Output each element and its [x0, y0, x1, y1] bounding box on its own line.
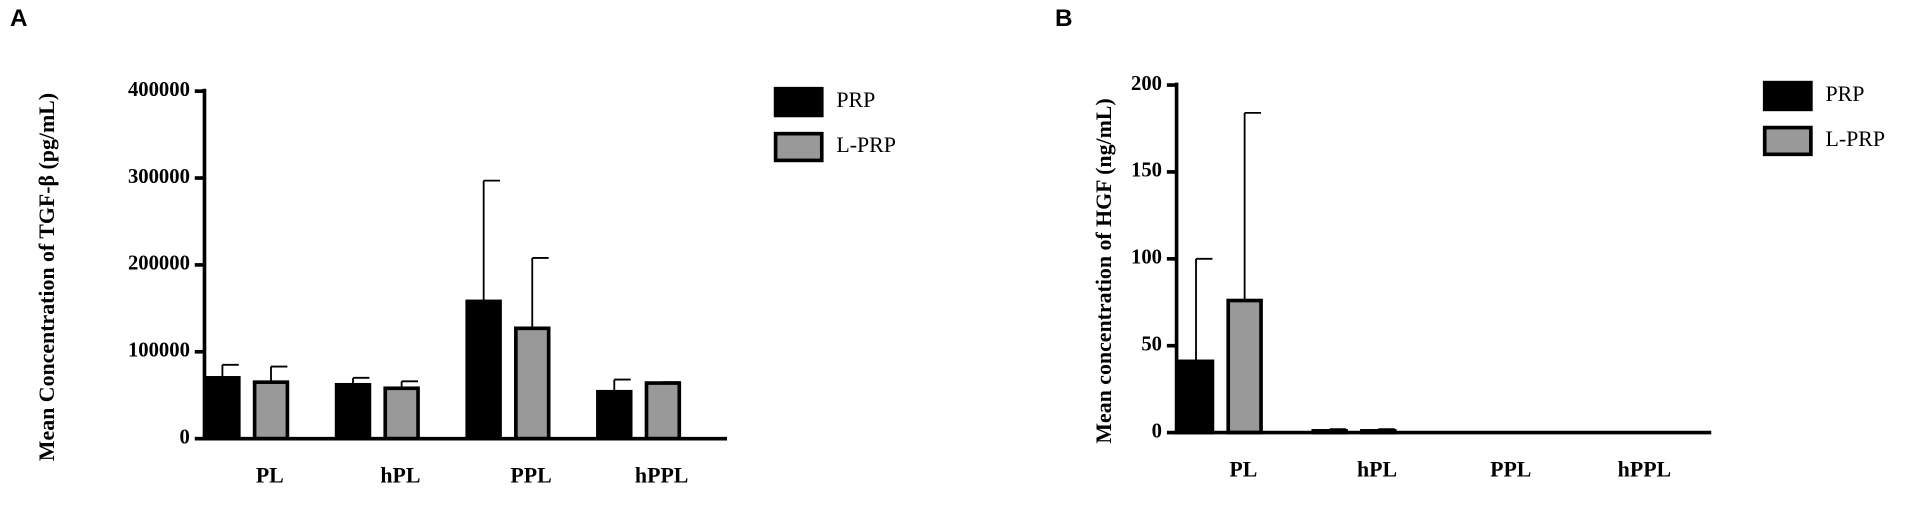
x-tick-label: PPL: [510, 464, 551, 488]
bar: [644, 381, 682, 441]
error-bar: [482, 179, 501, 302]
legend-label: L-PRP: [1825, 127, 1885, 151]
y-tick-label: 50: [1141, 333, 1162, 355]
legend-swatch: [1762, 80, 1813, 112]
x-tick-label: PL: [256, 464, 284, 488]
legend-swatch: [773, 86, 824, 118]
x-tick-label: hPL: [1357, 457, 1397, 481]
y-tick-label: 200: [1131, 73, 1162, 95]
bar: [383, 386, 420, 441]
bar: [596, 389, 633, 441]
x-tick-label: hPPL: [1618, 457, 1671, 481]
x-tick-label: hPPL: [635, 464, 688, 488]
y-tick-label: 100: [1131, 247, 1162, 269]
y-tick-label: 400000: [128, 79, 190, 101]
error-bar: [1195, 257, 1213, 362]
bar: [334, 382, 372, 441]
y-tick-label: 150: [1131, 160, 1162, 182]
y-tick-label: 300000: [128, 166, 190, 188]
y-axis-title: Mean concentration of HGF (ng/mL): [1092, 98, 1116, 443]
error-bar: [613, 378, 631, 392]
x-tick-label: hPL: [380, 464, 420, 488]
legend-label: PRP: [836, 88, 875, 112]
y-axis-title: Mean Concentration of TGF-β (pg/mL): [35, 93, 59, 461]
bar: [514, 326, 551, 441]
legend-swatch: [1762, 125, 1813, 157]
error-bar: [221, 363, 239, 378]
y-tick-label: 200000: [128, 253, 190, 275]
bar: [204, 376, 241, 441]
legend-label: PRP: [1825, 82, 1864, 106]
panel-label: B: [1055, 5, 1073, 32]
bar: [1177, 359, 1215, 435]
error-bar: [270, 365, 288, 383]
bar: [252, 380, 290, 441]
panel-label: A: [10, 5, 28, 32]
legend-swatch: [773, 131, 824, 163]
bar: [465, 299, 502, 441]
legend-label: L-PRP: [836, 133, 896, 157]
y-tick-label: 0: [180, 426, 190, 448]
error-bar: [1243, 111, 1262, 301]
x-tick-label: PL: [1229, 457, 1257, 481]
y-tick-label: 0: [1152, 420, 1162, 442]
bar: [1226, 298, 1263, 435]
y-tick-label: 100000: [128, 340, 190, 362]
x-tick-label: PPL: [1490, 457, 1531, 481]
error-bar: [531, 257, 549, 329]
